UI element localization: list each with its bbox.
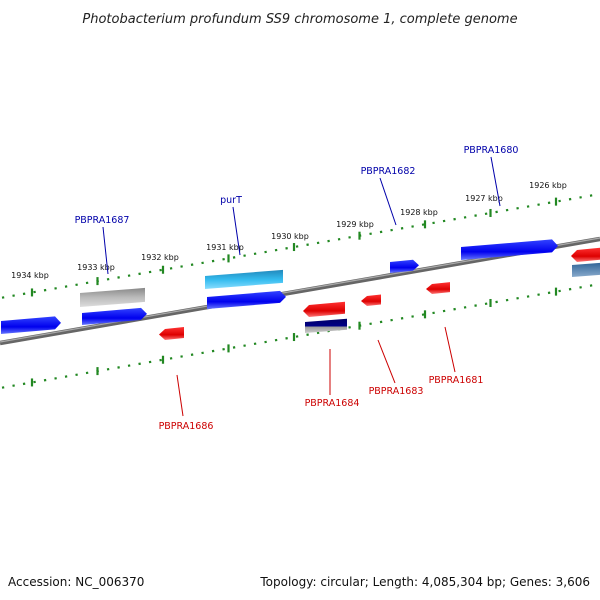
scale-label: 1929 kbp: [336, 220, 374, 229]
upper-scale-track: [1, 194, 593, 299]
gene-label-PBPRA1683[interactable]: PBPRA1683: [369, 386, 424, 397]
gene-feature-PBPRA1680[interactable]: [461, 239, 558, 260]
gene-label-PBPRA1684[interactable]: PBPRA1684: [305, 398, 360, 409]
gene-feature-blue[interactable]: [207, 290, 286, 309]
gene-features: [1, 239, 600, 340]
genome-summary-text: Topology: circular; Length: 4,085,304 bp…: [259, 575, 590, 589]
label-leader-line: [377, 339, 396, 384]
gene-label-purT[interactable]: purT: [220, 195, 242, 206]
gene-feature-red[interactable]: [303, 301, 345, 317]
scale-label: 1931 kbp: [206, 243, 244, 252]
gene-label-leaders: [102, 156, 501, 417]
accession-text: Accession: NC_006370: [8, 575, 144, 589]
gene-feature-blue[interactable]: [1, 316, 61, 334]
lower-scale-track: [1, 284, 593, 389]
gene-feature-PBPRA1683[interactable]: [361, 294, 381, 306]
label-leader-line: [232, 206, 241, 256]
scale-label: 1933 kbp: [77, 263, 115, 272]
scale-label: 1930 kbp: [271, 232, 309, 241]
gene-feature-PBPRA1681[interactable]: [426, 282, 450, 294]
gene-feature-purT[interactable]: [205, 269, 283, 289]
gene-feature-PBPRA1684[interactable]: [305, 318, 347, 333]
label-leader-line: [379, 177, 397, 226]
gene-feature-blue[interactable]: [82, 307, 147, 325]
scale-label: 1932 kbp: [141, 253, 179, 262]
label-leader-line: [176, 374, 184, 417]
scale-label: 1928 kbp: [400, 208, 438, 217]
scale-label: 1927 kbp: [465, 194, 503, 203]
gene-label-PBPRA1682[interactable]: PBPRA1682: [361, 166, 416, 177]
gene-label-PBPRA1686[interactable]: PBPRA1686: [159, 421, 214, 432]
label-leader-line: [444, 326, 456, 373]
scale-tracks: [1, 194, 593, 389]
scale-label: 1934 kbp: [11, 271, 49, 280]
map-title: Photobacterium profundum SS9 chromosome …: [82, 12, 517, 27]
gene-label-PBPRA1687[interactable]: PBPRA1687: [75, 215, 130, 226]
gene-feature-PBPRA1686[interactable]: [159, 327, 184, 340]
gene-label-PBPRA1681[interactable]: PBPRA1681: [429, 375, 484, 386]
label-leader-line: [490, 156, 501, 207]
scale-label: 1926 kbp: [529, 181, 567, 190]
gene-feature-steel[interactable]: [572, 262, 600, 277]
gene-feature-PBPRA1682[interactable]: [390, 259, 419, 273]
gene-feature-gray[interactable]: [80, 287, 145, 307]
label-leader-line: [102, 226, 109, 275]
scale-labels: 1934 kbp 1933 kbp 1932 kbp 1931 kbp 1930 kbp…: [11, 181, 567, 280]
gene-feature-red[interactable]: [571, 247, 600, 262]
gene-label-PBPRA1680[interactable]: PBPRA1680: [464, 145, 519, 156]
